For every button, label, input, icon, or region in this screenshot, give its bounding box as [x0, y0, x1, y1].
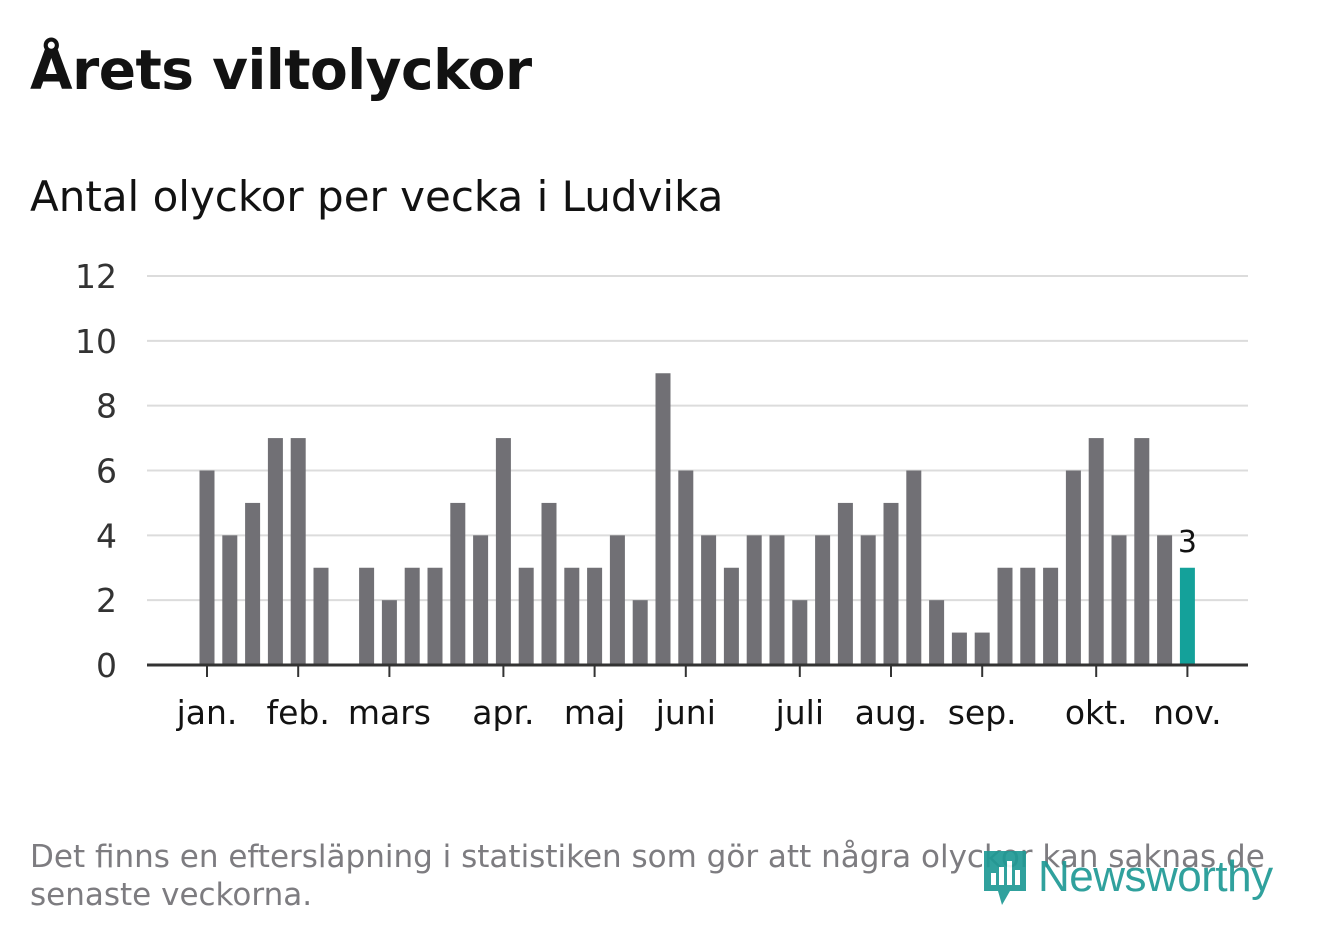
bar	[906, 470, 922, 665]
bar	[587, 567, 603, 665]
y-tick-label: 8	[96, 387, 117, 426]
bar	[564, 567, 580, 665]
x-tick-label: sep.	[948, 693, 1017, 732]
bar	[632, 600, 648, 665]
x-tick-label: okt.	[1065, 693, 1128, 732]
y-tick-label: 12	[75, 257, 117, 296]
bar	[381, 600, 397, 665]
chart-subtitle: Antal olyckor per vecka i Ludvika	[30, 172, 724, 221]
bar	[1020, 567, 1036, 665]
newsworthy-logo: Newsworthy	[980, 842, 1273, 912]
bar	[199, 470, 215, 665]
bar	[473, 535, 489, 665]
highlight-bar	[1179, 567, 1195, 665]
bar	[951, 632, 967, 665]
y-tick-label: 2	[96, 581, 117, 620]
bar	[1111, 535, 1127, 665]
bar	[1088, 438, 1104, 665]
bar	[541, 502, 557, 665]
bar	[359, 567, 375, 665]
bar	[678, 470, 694, 665]
footnote: Det finns en eftersläpning i statistiken…	[30, 839, 1265, 913]
bar-chart: 0 2 4 6 8 10 12 3 jan. feb. mars apr. maj juni juli aug…	[75, 257, 1248, 732]
x-tick-label: maj	[564, 693, 626, 732]
bar	[929, 600, 945, 665]
bar	[883, 502, 899, 665]
y-tick-label: 6	[96, 452, 117, 491]
bar	[450, 502, 466, 665]
x-tick-label: apr.	[472, 693, 534, 732]
chart-title: Årets viltolyckor	[30, 38, 532, 102]
x-tick-label: mars	[348, 693, 431, 732]
bar	[427, 567, 443, 665]
y-tick-label: 0	[96, 646, 117, 685]
x-tick-label: aug.	[855, 693, 928, 732]
newsworthy-logo-text: Newsworthy	[1038, 852, 1273, 901]
x-tick-label: jan.	[176, 693, 238, 732]
bar	[404, 567, 420, 665]
bar	[769, 535, 785, 665]
bar	[860, 535, 876, 665]
bar	[974, 632, 990, 665]
y-tick-label: 10	[75, 322, 117, 361]
bar	[313, 567, 329, 665]
x-tick-label: feb.	[267, 693, 330, 732]
bar	[701, 535, 717, 665]
bar	[495, 438, 511, 665]
bar	[245, 502, 261, 665]
bar	[997, 567, 1013, 665]
bar	[815, 535, 831, 665]
y-tick-label: 4	[96, 516, 117, 555]
newsworthy-logo-icon	[984, 851, 1026, 905]
bar	[723, 567, 739, 665]
x-tick-label: nov.	[1153, 693, 1222, 732]
bar	[1065, 470, 1081, 665]
bar	[1157, 535, 1173, 665]
bar	[837, 502, 853, 665]
bar	[290, 438, 306, 665]
x-tick-label: juni	[655, 693, 716, 732]
bar	[746, 535, 762, 665]
bar	[267, 438, 283, 665]
data-label: 3	[1178, 525, 1197, 560]
bar	[1043, 567, 1059, 665]
bar	[792, 600, 808, 665]
bar	[222, 535, 238, 665]
bar	[1134, 438, 1150, 665]
bar	[518, 567, 534, 665]
x-tick-label: juli	[775, 693, 824, 732]
bar	[655, 373, 671, 665]
bar	[609, 535, 625, 665]
